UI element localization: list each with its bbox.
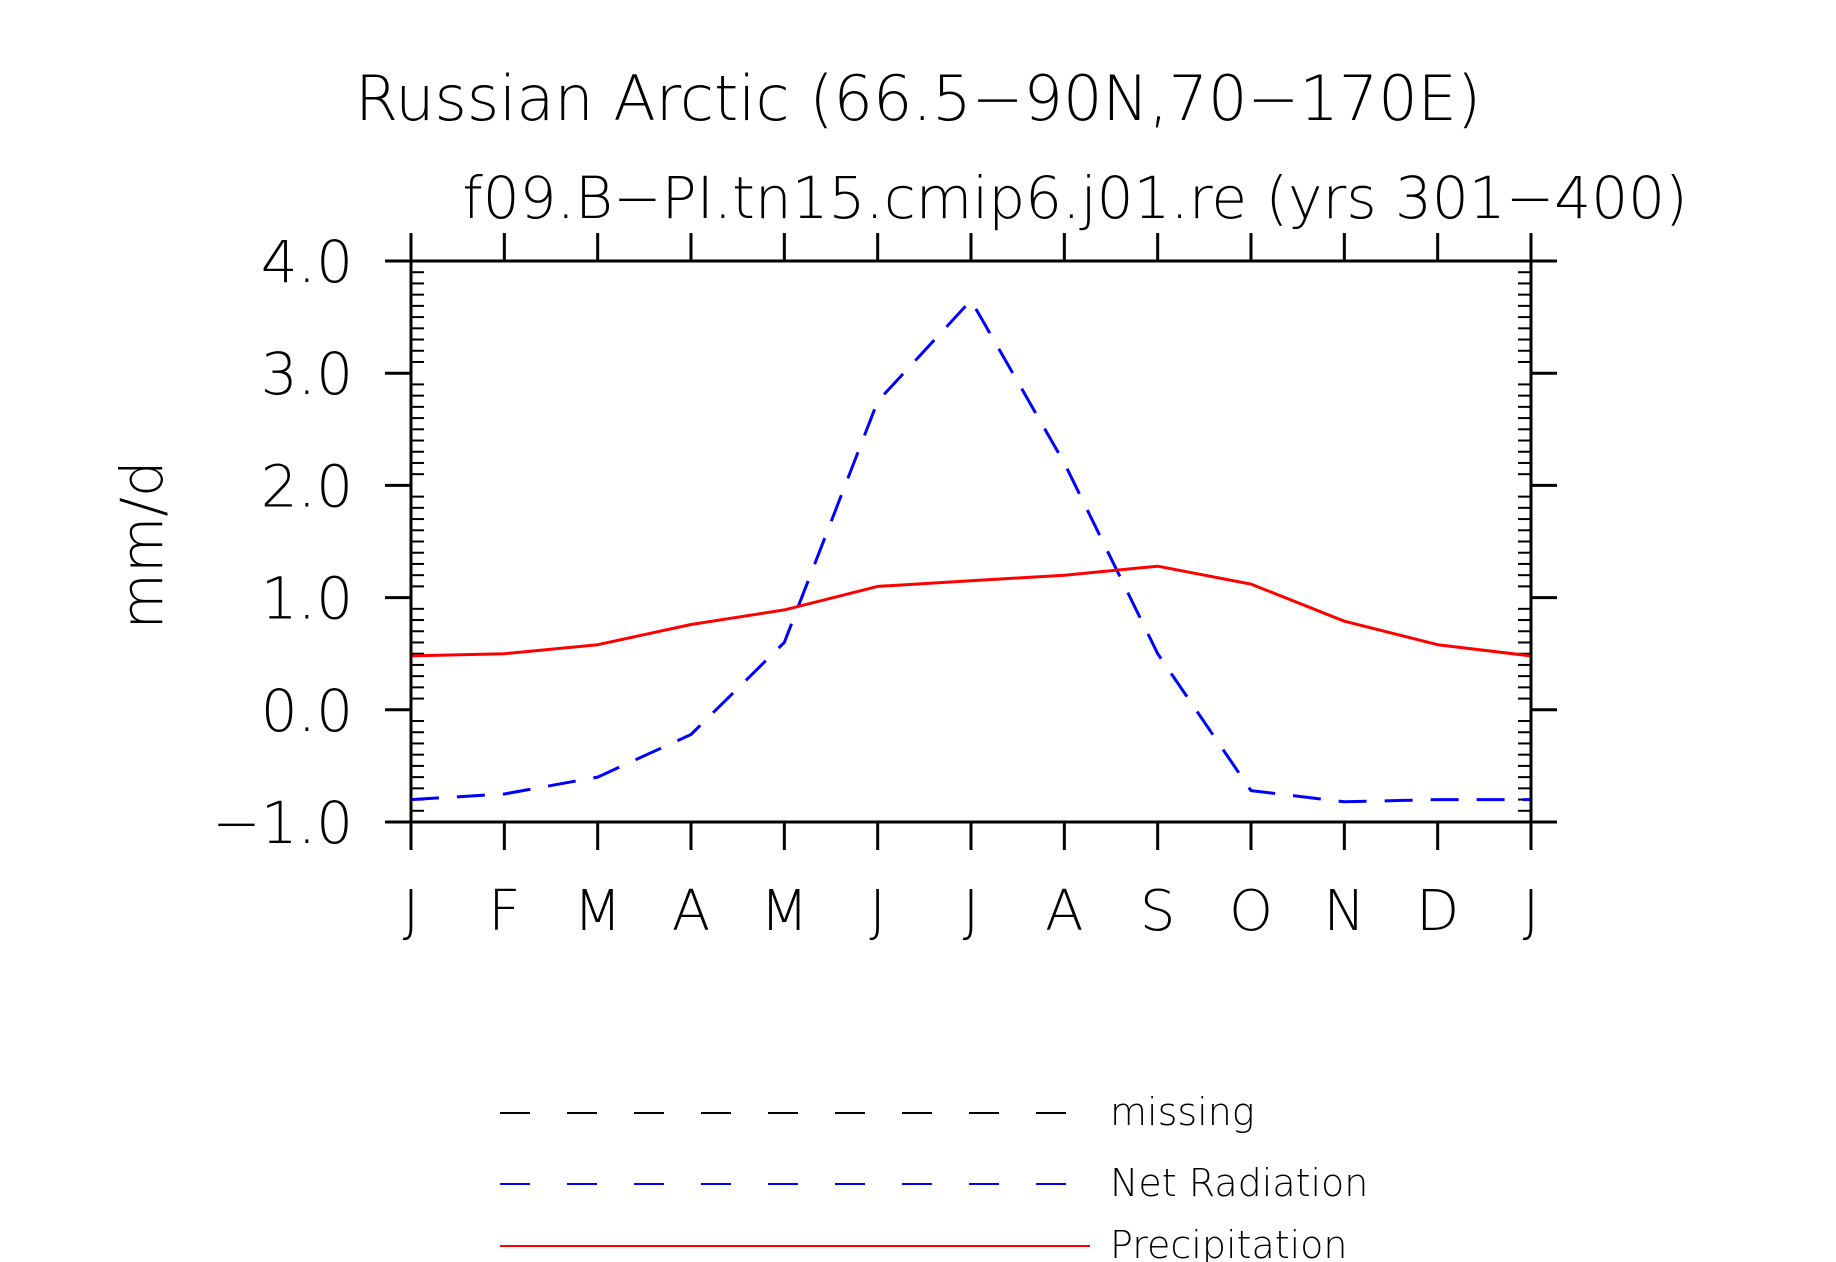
x-tick-label: A bbox=[672, 879, 710, 944]
y-tick-label: −1.0 bbox=[212, 789, 353, 857]
chart-subtitle: f09.B−PI.tn15.cmip6.j01.re (yrs 301−400) bbox=[462, 164, 1687, 232]
x-tick-label: O bbox=[1229, 879, 1273, 944]
x-tick-label: F bbox=[488, 879, 520, 944]
x-tick-label: J bbox=[403, 879, 420, 944]
y-tick-label: 0.0 bbox=[261, 677, 353, 745]
x-tick-label: J bbox=[1523, 879, 1540, 944]
series-line-precipitation bbox=[410, 564, 1532, 658]
chart-title: Russian Arctic (66.5−90N,70−170E) bbox=[355, 62, 1481, 135]
x-tick-label: J bbox=[963, 879, 980, 944]
x-tick-label: M bbox=[760, 879, 808, 944]
x-tick-label: S bbox=[1140, 879, 1176, 944]
axis-ticks bbox=[385, 233, 1557, 850]
legend-label: Net Radiation bbox=[1110, 1161, 1368, 1205]
x-tick-label: D bbox=[1416, 879, 1459, 944]
y-tick-label: 4.0 bbox=[261, 228, 353, 296]
x-tick-label: A bbox=[1045, 879, 1083, 944]
x-tick-label: N bbox=[1323, 879, 1365, 944]
y-axis-label: mm/d bbox=[108, 460, 176, 629]
y-tick-label: 1.0 bbox=[261, 565, 353, 633]
plot-frame bbox=[409, 259, 1533, 824]
series-line-net-radiation bbox=[410, 298, 1531, 804]
legend: missing Net Radiation Precipitation bbox=[500, 1090, 1368, 1262]
y-tick-label: 3.0 bbox=[261, 340, 353, 408]
series-lines bbox=[410, 298, 1532, 804]
x-tick-label: J bbox=[869, 879, 886, 944]
y-tick-label: 2.0 bbox=[261, 452, 353, 520]
x-tick-label: M bbox=[574, 879, 622, 944]
legend-label: Precipitation bbox=[1110, 1223, 1348, 1262]
y-tick-labels: 4.0 3.0 2.0 1.0 0.0 −1.0 bbox=[212, 228, 353, 857]
legend-label: missing bbox=[1110, 1090, 1255, 1134]
